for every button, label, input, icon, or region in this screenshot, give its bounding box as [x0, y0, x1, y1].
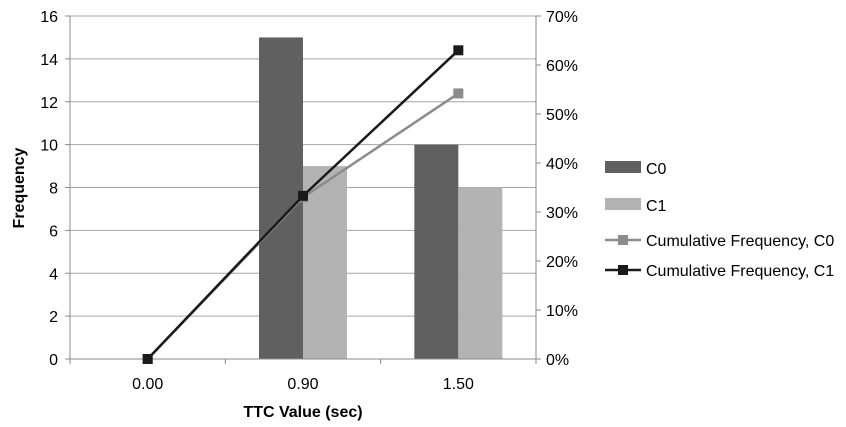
y-tick-label: 8 — [49, 181, 58, 198]
y2-axis-ticks: 0% 10% 20% 30% 40% 50% 60% 70% — [546, 9, 578, 369]
legend-label: C1 — [646, 198, 667, 215]
y2-tick-label: 30% — [546, 205, 578, 222]
marker-cumulative-frequency-c1 — [298, 190, 308, 201]
y-tick-label: 12 — [40, 95, 58, 112]
marker-cumulative-frequency-c0 — [453, 88, 464, 99]
legend-label: Cumulative Frequency, C0 — [646, 233, 834, 250]
bar-c0 — [259, 37, 303, 359]
x-tick-label: 0.00 — [132, 376, 163, 393]
y2-tick-label: 60% — [546, 58, 578, 75]
y-tick-label: 10 — [40, 138, 58, 155]
marker-cumulative-frequency-c1 — [453, 45, 464, 56]
y-tick-label: 2 — [49, 309, 58, 326]
y-axis-title: Frequency — [11, 147, 28, 228]
legend-label: C0 — [646, 161, 667, 178]
legend: C0 C1 Cumulative Frequency, C0 Cumulative F… — [605, 161, 834, 280]
bar-c1 — [303, 166, 347, 359]
y-tick-label: 0 — [49, 352, 58, 369]
x-tick-label: 1.50 — [443, 376, 474, 393]
bar-c1 — [458, 187, 503, 359]
bar-c0 — [414, 144, 459, 359]
x-axis-ticks: 0.00 0.90 1.50 — [132, 376, 474, 393]
legend-marker — [618, 235, 628, 245]
y-axis-ticks: 0 2 4 6 8 10 12 14 16 — [40, 9, 58, 369]
y2-tick-label: 20% — [546, 254, 578, 271]
y2-tick-label: 50% — [546, 107, 578, 124]
legend-label: Cumulative Frequency, C1 — [646, 263, 834, 280]
x-tick-label: 0.90 — [287, 376, 318, 393]
marker-cumulative-frequency-c1 — [142, 354, 153, 364]
y2-tick-label: 10% — [546, 303, 578, 320]
legend-swatch — [605, 161, 641, 173]
legend-swatch — [605, 198, 641, 210]
cumulative-lines — [142, 45, 464, 364]
y-tick-label: 14 — [40, 52, 58, 69]
y2-tick-label: 70% — [546, 9, 578, 26]
y2-tick-label: 0% — [546, 352, 569, 369]
y-tick-label: 4 — [49, 266, 58, 283]
legend-marker — [618, 265, 628, 275]
y2-tick-label: 40% — [546, 156, 578, 173]
bars — [259, 37, 503, 359]
x-axis-title: TTC Value (sec) — [243, 404, 362, 421]
y-tick-label: 6 — [49, 223, 58, 240]
y-tick-label: 16 — [40, 9, 58, 26]
